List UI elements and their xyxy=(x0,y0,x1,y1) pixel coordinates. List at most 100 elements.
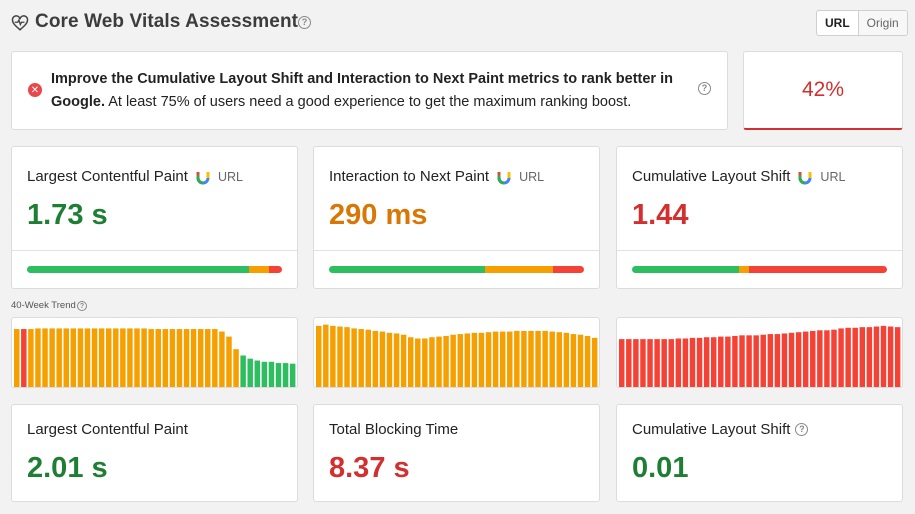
trend-bar[interactable] xyxy=(365,329,371,387)
trend-bar[interactable] xyxy=(422,338,428,387)
trend-bar[interactable] xyxy=(148,329,154,387)
trend-bar[interactable] xyxy=(386,332,393,387)
trend-bar[interactable] xyxy=(56,328,62,387)
trend-bar[interactable] xyxy=(577,334,584,387)
trend-bar[interactable] xyxy=(485,332,492,387)
trend-bar[interactable] xyxy=(767,334,774,387)
trend-bar[interactable] xyxy=(507,331,513,387)
origin-toggle-button[interactable]: Origin xyxy=(858,11,907,35)
trend-bar[interactable] xyxy=(591,337,598,387)
trend-bar[interactable] xyxy=(120,328,126,387)
trend-bar[interactable] xyxy=(247,358,253,387)
trend-bar[interactable] xyxy=(781,333,788,387)
trend-bar[interactable] xyxy=(21,329,27,387)
trend-bar[interactable] xyxy=(351,328,357,387)
trend-help-icon[interactable]: ? xyxy=(77,301,87,311)
trend-bar[interactable] xyxy=(753,335,759,387)
trend-bar[interactable] xyxy=(732,335,738,387)
trend-bar[interactable] xyxy=(233,349,239,387)
trend-bar[interactable] xyxy=(710,337,717,387)
trend-bar[interactable] xyxy=(542,330,548,387)
trend-bar[interactable] xyxy=(478,332,485,387)
trend-bar[interactable] xyxy=(873,326,880,387)
trend-bar[interactable] xyxy=(63,328,69,387)
trend-bar[interactable] xyxy=(77,328,84,387)
trend-bar[interactable] xyxy=(393,333,400,387)
trend-bar[interactable] xyxy=(549,331,555,387)
assessment-help-icon[interactable]: ? xyxy=(698,82,711,95)
trend-bar[interactable] xyxy=(134,328,140,387)
trend-bar[interactable] xyxy=(219,331,225,387)
trend-bar[interactable] xyxy=(654,339,660,387)
url-toggle-button[interactable]: URL xyxy=(817,11,859,35)
trend-bar[interactable] xyxy=(528,330,534,387)
trend-bar[interactable] xyxy=(619,339,625,387)
trend-bar[interactable] xyxy=(28,329,34,387)
trend-bar[interactable] xyxy=(718,336,724,387)
trend-bar[interactable] xyxy=(570,334,577,387)
trend-bar[interactable] xyxy=(289,363,296,387)
trend-bar[interactable] xyxy=(372,330,379,387)
trend-bar[interactable] xyxy=(42,328,48,387)
trend-bar[interactable] xyxy=(817,330,823,387)
trend-bar[interactable] xyxy=(113,328,119,387)
trend-bar[interactable] xyxy=(661,339,667,387)
trend-bar[interactable] xyxy=(14,329,20,387)
trend-bar[interactable] xyxy=(282,363,289,387)
trend-bar[interactable] xyxy=(810,330,816,387)
trend-bar[interactable] xyxy=(859,327,866,387)
trend-bar[interactable] xyxy=(226,336,232,387)
trend-bar[interactable] xyxy=(626,339,632,387)
trend-bar[interactable] xyxy=(379,331,386,387)
trend-bar[interactable] xyxy=(105,328,112,387)
trend-bar[interactable] xyxy=(407,337,414,387)
trend-bar[interactable] xyxy=(49,328,55,387)
trend-bar[interactable] xyxy=(323,324,329,387)
trend-bar[interactable] xyxy=(162,329,169,387)
trend-bar[interactable] xyxy=(212,329,218,387)
trend-bar[interactable] xyxy=(675,338,682,387)
trend-bar[interactable] xyxy=(499,331,506,387)
trend-bar[interactable] xyxy=(514,330,520,387)
help-icon[interactable]: ? xyxy=(298,16,311,29)
trend-bar[interactable] xyxy=(91,328,98,387)
trend-bar[interactable] xyxy=(556,332,563,387)
trend-bar[interactable] xyxy=(852,327,858,387)
trend-bar[interactable] xyxy=(70,328,77,387)
trend-bar[interactable] xyxy=(689,337,696,387)
trend-bar[interactable] xyxy=(668,339,674,387)
trend-bar[interactable] xyxy=(429,337,435,387)
trend-bar[interactable] xyxy=(457,334,463,387)
trend-bar[interactable] xyxy=(261,361,268,387)
trend-bar[interactable] xyxy=(492,331,499,387)
trend-bar[interactable] xyxy=(760,334,766,387)
trend-bar[interactable] xyxy=(205,329,211,387)
trend-bar[interactable] xyxy=(436,336,442,387)
trend-bar[interactable] xyxy=(682,338,689,387)
trend-bar[interactable] xyxy=(400,334,407,387)
trend-bar[interactable] xyxy=(795,332,802,387)
metric-help-icon[interactable]: ? xyxy=(795,423,809,436)
trend-bar[interactable] xyxy=(703,337,710,387)
trend-bar[interactable] xyxy=(155,329,161,387)
trend-bar[interactable] xyxy=(344,327,350,387)
trend-bar[interactable] xyxy=(450,334,456,387)
trend-bar[interactable] xyxy=(316,325,322,387)
trend-bar[interactable] xyxy=(746,335,752,387)
trend-bar[interactable] xyxy=(894,327,901,387)
trend-bar[interactable] xyxy=(98,328,105,387)
trend-bar[interactable] xyxy=(802,331,809,387)
trend-bar[interactable] xyxy=(521,330,527,387)
trend-bar[interactable] xyxy=(725,336,731,387)
trend-bar[interactable] xyxy=(887,326,894,387)
trend-bar[interactable] xyxy=(640,339,646,387)
trend-bar[interactable] xyxy=(584,335,591,387)
trend-bar[interactable] xyxy=(647,339,653,387)
trend-bar[interactable] xyxy=(35,328,41,387)
trend-bar[interactable] xyxy=(169,329,176,387)
trend-bar[interactable] xyxy=(774,334,781,387)
trend-bar[interactable] xyxy=(197,329,204,387)
trend-bar[interactable] xyxy=(633,339,639,387)
trend-bar[interactable] xyxy=(358,329,364,387)
trend-bar[interactable] xyxy=(535,330,541,387)
